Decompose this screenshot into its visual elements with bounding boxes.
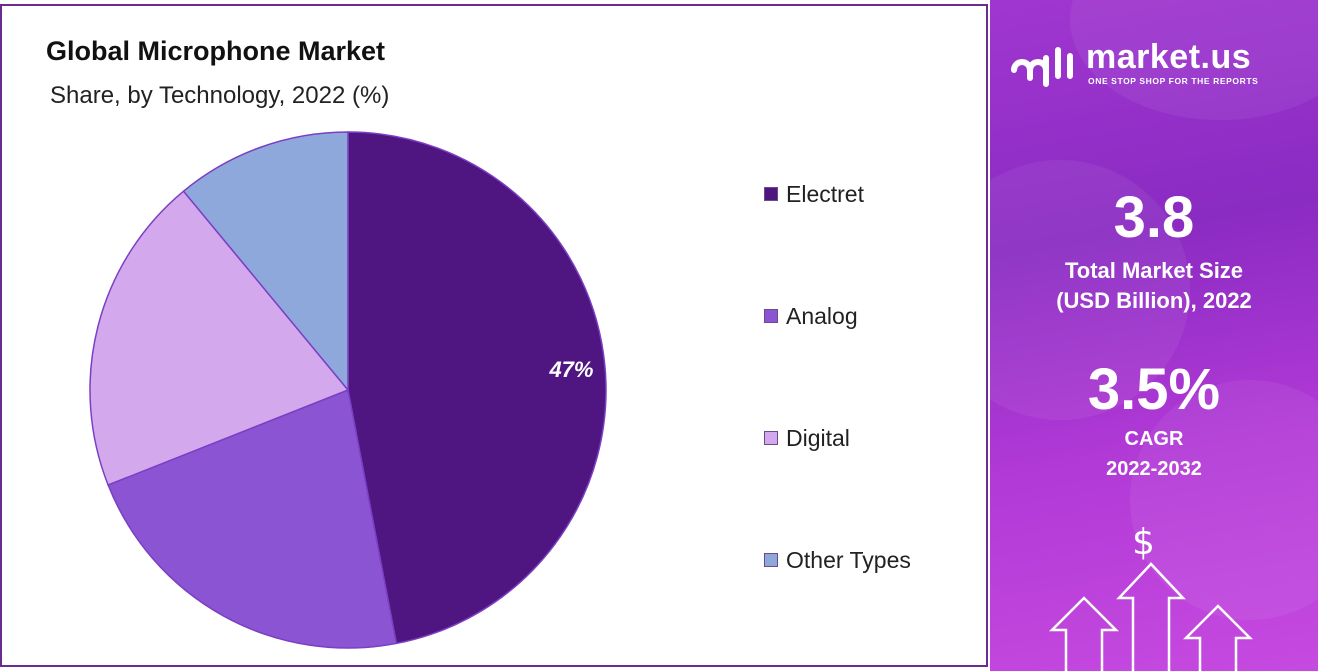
data-label-electret: 47% <box>548 357 593 382</box>
legend-label: Digital <box>786 424 850 451</box>
legend-swatch <box>764 187 778 201</box>
legend-swatch <box>764 431 778 445</box>
pie-slice-analog <box>107 388 398 649</box>
pie-slice-digital <box>89 190 350 486</box>
cagr-label-line1: CAGR <box>1124 428 1184 450</box>
side-panel: market.us ONE STOP SHOP FOR THE REPORTS … <box>990 0 1318 671</box>
market-size-label-line2: (USD Billion), 2022 <box>1056 288 1252 313</box>
legend-item-analog: Analog <box>764 301 858 331</box>
chart-title: Global Microphone Market <box>46 36 386 66</box>
legend-swatch <box>764 553 778 567</box>
brand-tagline: ONE STOP SHOP FOR THE REPORTS <box>1088 76 1259 86</box>
pie-slice-electret <box>347 131 607 645</box>
pie-chart: 47% <box>89 131 607 649</box>
pie-slice-other-types <box>182 131 349 393</box>
brand-name: market.us <box>1086 38 1252 76</box>
legend-item-digital: Digital <box>764 423 850 453</box>
market-size-label-line1: Total Market Size <box>1064 258 1244 283</box>
dollar-icon: $ <box>1132 522 1155 563</box>
legend-label: Electret <box>786 180 864 207</box>
legend-label: Analog <box>786 302 858 329</box>
chart-subtitle: Share, by Technology, 2022 (%) <box>50 82 390 109</box>
legend-item-electret: Electret <box>764 179 864 209</box>
chart-panel: 47% Global Microphone Market Share, by T… <box>0 4 988 667</box>
logo-icon <box>1011 47 1073 87</box>
cagr-label-line2: 2022-2032 <box>1106 458 1202 480</box>
legend-label: Other Types <box>786 546 911 573</box>
legend-item-other-types: Other Types <box>764 545 911 575</box>
legend-swatch <box>764 309 778 323</box>
up-arrow-icon <box>1048 562 1254 671</box>
cagr-value: 3.5% <box>1087 357 1221 422</box>
market-size-value: 3.8 <box>1113 185 1195 250</box>
